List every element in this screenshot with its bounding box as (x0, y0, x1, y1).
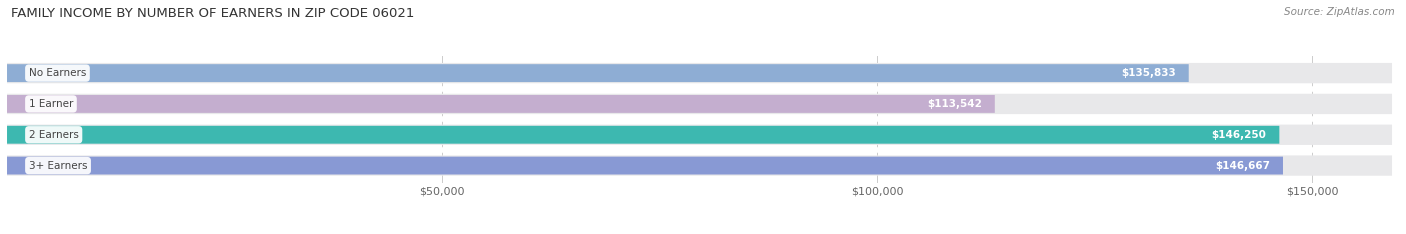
Text: No Earners: No Earners (28, 68, 86, 78)
Text: Source: ZipAtlas.com: Source: ZipAtlas.com (1284, 7, 1395, 17)
Text: $146,667: $146,667 (1215, 161, 1270, 171)
FancyBboxPatch shape (7, 94, 1392, 114)
Text: 2 Earners: 2 Earners (28, 130, 79, 140)
Text: $113,542: $113,542 (927, 99, 981, 109)
FancyBboxPatch shape (7, 126, 1279, 144)
Text: FAMILY INCOME BY NUMBER OF EARNERS IN ZIP CODE 06021: FAMILY INCOME BY NUMBER OF EARNERS IN ZI… (11, 7, 415, 20)
Text: 1 Earner: 1 Earner (28, 99, 73, 109)
Text: $135,833: $135,833 (1121, 68, 1175, 78)
Text: $146,250: $146,250 (1212, 130, 1267, 140)
FancyBboxPatch shape (7, 157, 1284, 175)
FancyBboxPatch shape (7, 63, 1392, 83)
FancyBboxPatch shape (7, 155, 1392, 176)
FancyBboxPatch shape (7, 95, 995, 113)
FancyBboxPatch shape (7, 64, 1188, 82)
FancyBboxPatch shape (7, 124, 1392, 145)
Text: 3+ Earners: 3+ Earners (28, 161, 87, 171)
